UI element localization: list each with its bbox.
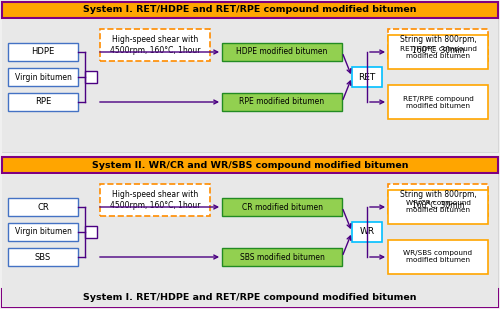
Text: RPE: RPE	[35, 98, 51, 107]
Text: RET/RPE compound
modified bitumen: RET/RPE compound modified bitumen	[402, 95, 473, 108]
Bar	[2, 174, 498, 307]
Text: System I. RET/HDPE and RET/RPE compound modified bitumen: System I. RET/HDPE and RET/RPE compound …	[83, 294, 417, 303]
Text: WR: WR	[360, 227, 374, 236]
Bar	[388, 35, 488, 69]
Bar	[222, 43, 342, 61]
Bar	[2, 19, 498, 152]
Text: HDPE modified bitumen: HDPE modified bitumen	[236, 48, 328, 57]
Bar	[2, 289, 498, 307]
Bar	[2, 157, 498, 173]
Text: CR modified bitumen: CR modified bitumen	[242, 202, 322, 211]
Bar	[352, 222, 382, 242]
Bar	[8, 68, 78, 86]
Text: WR/SBS compound
modified bitumen: WR/SBS compound modified bitumen	[404, 251, 472, 264]
Text: Virgin bitumen: Virgin bitumen	[14, 73, 72, 82]
Text: String with 800rpm,
160°C, 30min: String with 800rpm, 160°C, 30min	[400, 35, 476, 55]
Text: SBS: SBS	[35, 252, 51, 261]
Text: High-speed shear with
4500rpm, 160°C, 1hour: High-speed shear with 4500rpm, 160°C, 1h…	[110, 35, 200, 55]
Bar	[222, 93, 342, 111]
Text: RET/HDPE compound
modified bitumen: RET/HDPE compound modified bitumen	[400, 45, 476, 58]
Text: RET: RET	[358, 73, 376, 82]
Bar	[388, 29, 488, 61]
Bar	[222, 198, 342, 216]
Text: HDPE: HDPE	[32, 48, 54, 57]
Text: Virgin bitumen: Virgin bitumen	[14, 227, 72, 236]
Bar	[8, 223, 78, 241]
Text: High-speed shear with
4500rpm, 160°C, 1hour: High-speed shear with 4500rpm, 160°C, 1h…	[110, 190, 200, 210]
Bar	[352, 67, 382, 87]
Bar	[388, 240, 488, 274]
Text: SBS modified bitumen: SBS modified bitumen	[240, 252, 324, 261]
Bar	[388, 190, 488, 224]
Bar	[100, 184, 210, 216]
Bar	[2, 2, 498, 152]
Text: String with 800rpm,
160°C, 30min: String with 800rpm, 160°C, 30min	[400, 190, 476, 210]
Text: WR/CR compound
modified bitumen: WR/CR compound modified bitumen	[406, 201, 470, 214]
Text: System II. WR/CR and WR/SBS compound modified bitumen: System II. WR/CR and WR/SBS compound mod…	[92, 160, 408, 170]
Bar	[85, 71, 97, 83]
Bar	[8, 43, 78, 61]
Text: System I. RET/HDPE and RET/RPE compound modified bitumen: System I. RET/HDPE and RET/RPE compound …	[83, 6, 417, 15]
Bar	[100, 29, 210, 61]
Bar	[2, 157, 498, 307]
Bar	[8, 198, 78, 216]
Bar	[388, 184, 488, 216]
Bar	[8, 93, 78, 111]
Text: RPE modified bitumen: RPE modified bitumen	[240, 98, 324, 107]
Bar	[85, 226, 97, 238]
Text: CR: CR	[37, 202, 49, 211]
Bar	[222, 248, 342, 266]
Bar	[388, 85, 488, 119]
Bar	[8, 248, 78, 266]
Bar	[2, 2, 498, 18]
